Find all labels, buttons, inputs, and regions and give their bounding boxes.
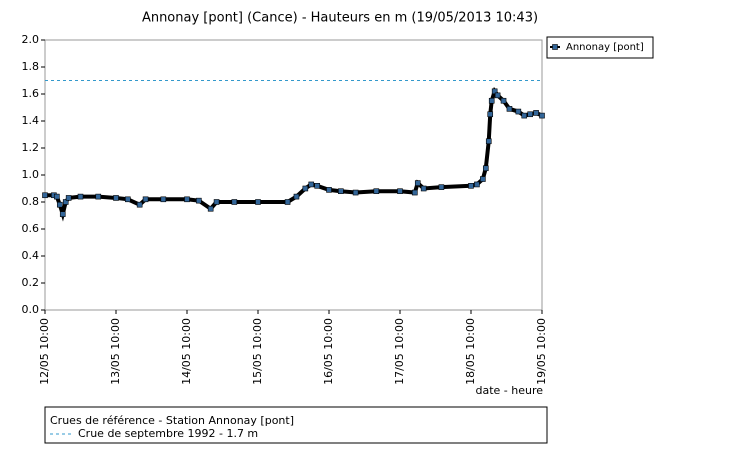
point bbox=[488, 97, 495, 104]
point bbox=[65, 195, 72, 201]
point bbox=[284, 199, 291, 205]
chart-title: Annonay [pont] (Cance) - Hauteurs en m (… bbox=[142, 11, 538, 26]
point bbox=[42, 192, 48, 199]
point bbox=[515, 108, 522, 115]
y-tick-label: 1.8 bbox=[22, 60, 40, 73]
point bbox=[255, 199, 261, 205]
x-axis-label: date - heure bbox=[475, 384, 543, 397]
point bbox=[539, 112, 545, 119]
point bbox=[326, 187, 332, 193]
point bbox=[54, 193, 60, 200]
reference-legend-label: Crue de septembre 1992 - 1.7 m bbox=[78, 427, 258, 440]
point bbox=[95, 193, 102, 200]
point bbox=[468, 183, 474, 189]
point bbox=[59, 211, 66, 217]
point bbox=[527, 111, 533, 118]
x-tick-label: 12/05 10:00 bbox=[38, 318, 51, 385]
point bbox=[56, 201, 63, 208]
point bbox=[207, 205, 214, 212]
point bbox=[293, 193, 300, 200]
point bbox=[485, 138, 492, 145]
x-tick-label: 13/05 10:00 bbox=[109, 318, 122, 385]
y-tick-label: 0.0 bbox=[22, 303, 40, 316]
point bbox=[231, 199, 238, 205]
point bbox=[491, 88, 498, 95]
point bbox=[302, 185, 309, 192]
point bbox=[411, 189, 418, 196]
point bbox=[113, 195, 119, 201]
point bbox=[500, 97, 507, 104]
point bbox=[125, 196, 131, 203]
legend-box bbox=[546, 36, 654, 59]
y-tick-label: 1.6 bbox=[22, 87, 40, 100]
y-tick-label: 0.4 bbox=[22, 249, 40, 262]
series-line bbox=[45, 86, 543, 222]
x-tick-label: 15/05 10:00 bbox=[251, 318, 264, 385]
point bbox=[482, 165, 489, 172]
legend-label: Annonay [pont] bbox=[566, 42, 644, 53]
x-tick-label: 16/05 10:00 bbox=[322, 318, 335, 385]
point bbox=[142, 196, 149, 203]
point bbox=[184, 196, 190, 203]
x-tick-label: 17/05 10:00 bbox=[393, 318, 406, 385]
point bbox=[338, 188, 344, 194]
reference-title: Crues de référence - Station Annonay [po… bbox=[50, 414, 294, 427]
point bbox=[480, 176, 486, 182]
x-tick-label: 14/05 10:00 bbox=[180, 318, 193, 385]
reference-box bbox=[44, 406, 548, 444]
point bbox=[62, 199, 69, 205]
point bbox=[494, 92, 501, 99]
y-tick-label: 0.6 bbox=[22, 222, 40, 235]
point bbox=[213, 199, 220, 205]
point bbox=[352, 189, 359, 196]
legend-marker bbox=[552, 44, 558, 50]
point bbox=[438, 184, 445, 190]
point bbox=[533, 110, 539, 116]
x-tick-label: 19/05 10:00 bbox=[535, 318, 548, 385]
y-tick-label: 0.2 bbox=[22, 276, 40, 289]
point bbox=[521, 112, 528, 119]
point bbox=[414, 180, 421, 186]
point bbox=[136, 201, 143, 208]
y-tick-label: 1.2 bbox=[22, 141, 40, 154]
point bbox=[196, 197, 202, 204]
point bbox=[160, 196, 167, 203]
point bbox=[397, 188, 403, 194]
y-tick-label: 1.0 bbox=[22, 168, 40, 181]
point bbox=[420, 185, 427, 192]
x-tick-label: 18/05 10:00 bbox=[464, 318, 477, 385]
point bbox=[474, 181, 480, 188]
point bbox=[487, 111, 494, 118]
point bbox=[506, 106, 513, 112]
point bbox=[314, 183, 320, 189]
point bbox=[308, 181, 315, 188]
y-tick-label: 1.4 bbox=[22, 114, 40, 127]
point bbox=[373, 188, 380, 194]
point bbox=[77, 193, 84, 200]
y-tick-label: 0.8 bbox=[22, 195, 40, 208]
y-tick-label: 2.0 bbox=[22, 33, 40, 46]
